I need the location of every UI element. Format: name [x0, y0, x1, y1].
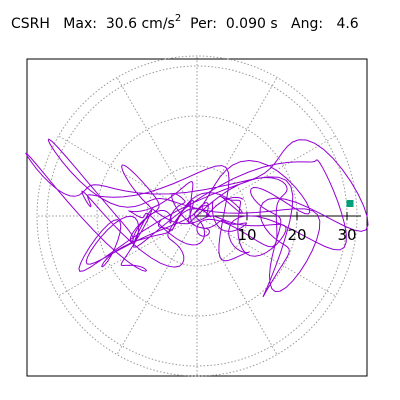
max-unit-exponent: 2 — [174, 13, 182, 24]
orbit-trace-group — [25, 138, 369, 298]
spoke-330 — [196, 215, 336, 297]
ring-tick-labels: 10 20 30 — [237, 226, 356, 244]
max-unit: cm/s — [141, 16, 175, 32]
ring-label-20: 20 — [287, 226, 306, 244]
spoke-210 — [58, 215, 198, 297]
max-point-marker — [346, 200, 354, 207]
angle-label: Ang: — [291, 16, 324, 32]
spoke-120 — [116, 77, 198, 217]
ring-label-30: 30 — [337, 226, 356, 244]
max-marker-group — [346, 200, 354, 207]
period-label: Per: — [190, 16, 217, 32]
max-label: Max: — [63, 16, 97, 32]
chart-header: CSRH Max: 30.6 cm/s2 Per: 0.090 s Ang: 4… — [11, 14, 359, 34]
period-value: 0.090 s — [225, 16, 278, 32]
spoke-60 — [196, 77, 278, 217]
spoke-240 — [116, 215, 198, 355]
angle-value: 4.6 — [336, 16, 359, 32]
spoke-150 — [58, 135, 198, 217]
station-code: CSRH — [11, 16, 50, 32]
max-value: 30.6 — [105, 16, 138, 32]
orbit-trace — [25, 138, 369, 298]
spoke-300 — [196, 215, 278, 355]
ring-label-10: 10 — [237, 226, 256, 244]
spoke-30 — [196, 135, 336, 217]
